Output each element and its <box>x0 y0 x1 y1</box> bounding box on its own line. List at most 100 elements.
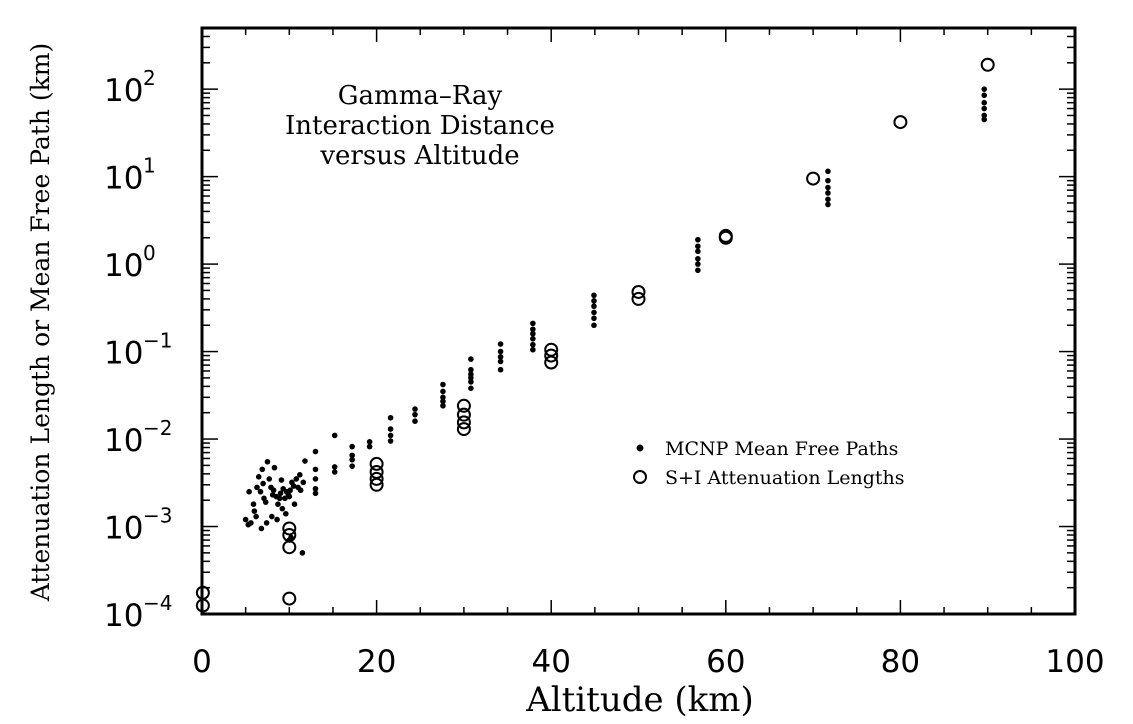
mcnp-point <box>591 322 597 329</box>
mcnp-point <box>981 116 988 123</box>
annotation-line-1: Gamma–Ray <box>338 81 503 111</box>
y-tick-label: 10 <box>104 423 143 459</box>
mcnp-point <box>242 516 249 523</box>
mcnp-point <box>468 366 474 373</box>
mcnp-point <box>366 439 373 445</box>
mcnp-point <box>299 550 306 556</box>
x-tick-label: 40 <box>531 644 570 680</box>
mcnp-point <box>312 485 319 492</box>
si-point <box>456 422 471 437</box>
x-axis-title: Altitude (km) <box>525 680 754 720</box>
mcnp-point <box>275 501 281 507</box>
mcnp-point <box>440 388 446 395</box>
si-point <box>718 230 733 245</box>
mcnp-point <box>497 354 504 360</box>
mcnp-point <box>387 414 394 421</box>
mcnp-point <box>274 516 280 523</box>
mcnp-point <box>695 261 701 267</box>
y-axis-title: Attenuation Length or Mean Free Path (km… <box>26 43 55 603</box>
mcnp-point <box>440 398 446 405</box>
si-point <box>282 540 297 555</box>
mcnp-point <box>312 490 319 497</box>
mcnp-point <box>440 394 446 401</box>
mcnp-point <box>286 493 293 500</box>
mcnp-point <box>262 499 269 505</box>
mcnp-point <box>412 406 418 412</box>
mcnp-point <box>695 236 701 243</box>
mcnp-point <box>591 292 597 299</box>
mcnp-point <box>497 358 504 365</box>
mcnp-point <box>468 379 474 385</box>
mcnp-point <box>981 105 988 112</box>
x-tick-label: 60 <box>706 644 745 680</box>
si-point <box>282 591 297 606</box>
mcnp-point <box>440 381 446 388</box>
mcnp-point <box>468 375 474 381</box>
y-tick-label: 10 <box>104 511 143 547</box>
y-tick-label: 10 <box>104 336 143 372</box>
mcnp-point <box>276 495 283 502</box>
legend-label-si: S+I Attenuation Lengths <box>665 467 905 489</box>
mcnp-point <box>312 448 319 455</box>
mcnp-point <box>530 320 536 327</box>
mcnp-point <box>591 309 597 316</box>
mcnp-point <box>269 513 275 520</box>
y-tick-label: 10 <box>104 161 143 197</box>
si-point <box>631 291 646 306</box>
mcnp-point <box>257 488 264 495</box>
si-point <box>893 115 908 130</box>
mcnp-point <box>312 476 319 482</box>
mcnp-point <box>387 426 394 432</box>
x-tick-labels: 0 20 40 60 80 100 <box>192 644 1104 680</box>
mcnp-point <box>264 458 271 465</box>
mcnp-point <box>530 346 536 353</box>
annotation: Gamma–Ray Interaction Distance versus Al… <box>285 81 555 171</box>
mcnp-point <box>277 490 284 497</box>
mcnp-point <box>260 480 266 487</box>
mcnp-point <box>255 474 262 480</box>
legend: MCNP Mean Free Paths S+I Attenuation Len… <box>633 438 905 489</box>
mcnp-point <box>297 487 304 494</box>
y-tick-exponent: −4 <box>143 591 172 615</box>
mcnp-point <box>366 443 373 450</box>
mcnp-point <box>258 525 265 532</box>
mcnp-point <box>591 298 597 304</box>
mcnp-point <box>981 99 988 106</box>
mcnp-point <box>293 476 300 482</box>
mcnp-point <box>825 177 831 184</box>
y-tick-exponent: 0 <box>143 241 156 265</box>
x-tick-label: 100 <box>1045 644 1104 680</box>
legend-marker-si <box>633 470 647 484</box>
mcnp-point <box>349 452 355 459</box>
mcnp-point <box>300 479 307 486</box>
mcnp-point <box>695 243 701 250</box>
y-tick-label: 10 <box>104 248 143 284</box>
si-point <box>456 407 471 422</box>
mcnp-point <box>331 432 338 439</box>
si-point <box>369 477 384 492</box>
mcnp-point <box>270 487 277 494</box>
mcnp-point <box>591 303 597 310</box>
y-tick-exponent: −3 <box>143 504 172 528</box>
mcnp-point <box>497 348 504 355</box>
mcnp-point <box>468 385 474 392</box>
y-tick-label: 10 <box>104 73 143 109</box>
annotation-line-2: Interaction Distance <box>285 111 555 141</box>
si-point <box>544 348 559 363</box>
mcnp-point <box>349 456 355 463</box>
mcnp-point <box>287 487 293 494</box>
mcnp-point <box>412 411 418 418</box>
mcnp-point <box>282 495 288 502</box>
mcnp-point <box>387 438 394 444</box>
mcnp-point <box>290 483 297 489</box>
mcnp-point <box>981 92 988 99</box>
x-tick-label: 0 <box>192 644 212 680</box>
mcnp-point <box>248 520 254 526</box>
mcnp-point <box>440 402 446 409</box>
mcnp-point <box>530 335 536 342</box>
data-points <box>195 57 995 613</box>
axis-ticks <box>201 27 1076 615</box>
y-tick-label: 10 <box>104 598 143 634</box>
